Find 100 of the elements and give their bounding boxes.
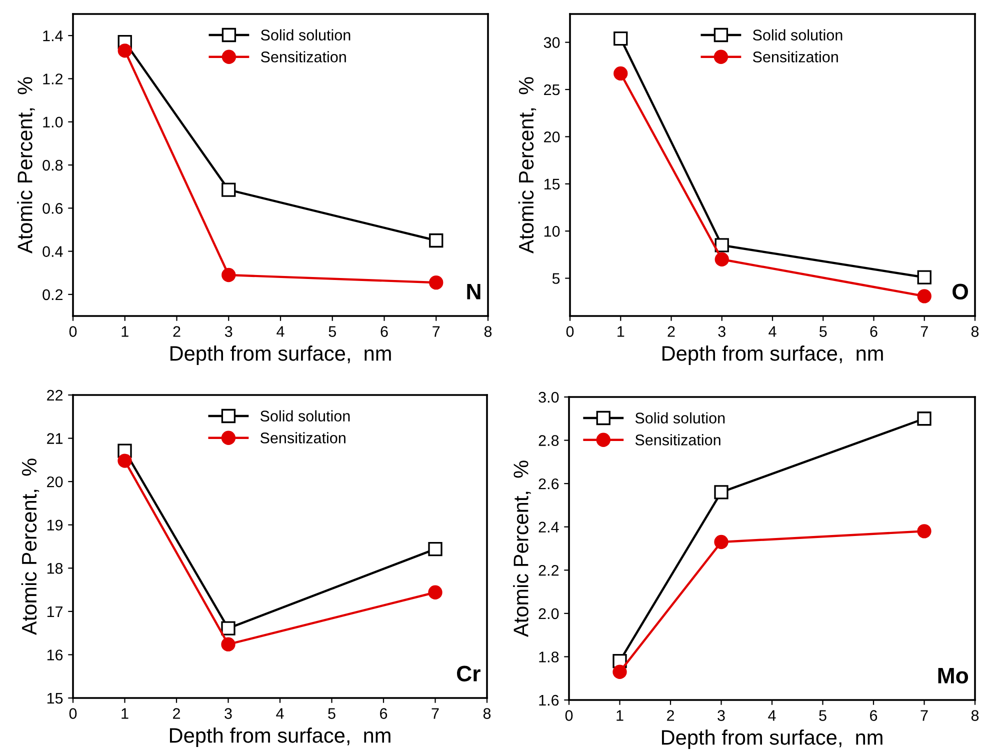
point [614, 66, 628, 81]
y-tick-label: 20 [544, 132, 560, 142]
x-tick-label: 1 [122, 326, 128, 337]
y-tick-label: 21 [47, 433, 63, 444]
point [118, 44, 132, 58]
x-tick-label: 7 [432, 708, 439, 719]
x-tick-label: 0 [69, 326, 77, 337]
y-tick-label: 2.6 [538, 478, 559, 490]
x-tick-label: 2 [173, 708, 180, 719]
y-tick-label: 15 [47, 693, 63, 704]
x-tick-label: 0 [566, 326, 574, 337]
y-tick-label: 30 [544, 37, 560, 48]
y-tick-label: 25 [544, 84, 560, 96]
point [118, 454, 132, 468]
legend-label: Solid solution [260, 29, 350, 40]
x-tick-label: 4 [768, 326, 776, 337]
point [222, 182, 236, 197]
annotation: Cr [457, 666, 480, 682]
y-tick-label: 2.8 [538, 435, 559, 446]
annotation: Mo [938, 668, 968, 684]
point [917, 270, 932, 284]
x-tick-label: 6 [380, 708, 388, 719]
legend-label: Solid solution [260, 410, 350, 422]
point [429, 233, 444, 248]
x-tick-label: 2 [173, 326, 180, 337]
x-tick-label: 8 [971, 326, 979, 337]
x-tick-label: 1 [618, 326, 624, 337]
y-tick-label: 0.6 [42, 203, 63, 214]
x-tick-label: 8 [484, 326, 492, 337]
y-axis-title: Atomic Percent, % [518, 77, 536, 254]
x-tick-label: 6 [870, 326, 878, 337]
y-tick-label: 22 [47, 390, 63, 401]
x-tick-label: 7 [920, 326, 928, 337]
point [221, 637, 236, 652]
y-tick-label: 16 [47, 650, 63, 660]
x-tick-label: 5 [328, 326, 336, 337]
legend-label: Solid solution [635, 412, 725, 424]
y-tick-label: 20 [47, 476, 63, 488]
y-axis-title: Atomic Percent, % [21, 458, 40, 636]
y-tick-label: 2.4 [538, 522, 559, 532]
y-tick-label: 1.2 [43, 74, 63, 84]
x-tick-label: 1 [616, 710, 624, 721]
y-axis-title: Atomic Percent, % [17, 77, 35, 254]
x-tick-label: 7 [920, 710, 928, 721]
x-tick-label: 5 [328, 708, 336, 719]
y-tick-label: 1.8 [539, 652, 559, 662]
y-tick-label: 1.0 [43, 116, 63, 128]
y-tick-label: 0.2 [42, 289, 63, 300]
point [714, 238, 729, 252]
x-tick-label: 3 [224, 708, 232, 719]
x-tick-label: 2 [667, 710, 674, 721]
x-axis-title: Depth from surface, nm [662, 730, 882, 749]
y-tick-label: 1.4 [43, 30, 63, 42]
point [714, 534, 728, 550]
legend-label: Sensitization [260, 432, 346, 444]
point [917, 524, 932, 538]
point [714, 485, 728, 500]
point [612, 664, 627, 679]
x-tick-label: 3 [718, 710, 725, 721]
legend-label: Sensitization [260, 51, 346, 62]
point [614, 31, 628, 46]
x-tick-label: 8 [971, 710, 979, 721]
x-axis-title: Depth from surface, nm [662, 346, 883, 365]
y-tick-label: 19 [47, 520, 63, 531]
x-tick-label: 3 [224, 326, 232, 337]
x-tick-label: 6 [870, 710, 878, 721]
point [428, 542, 442, 556]
x-tick-label: 5 [819, 710, 826, 721]
y-tick-label: 17 [47, 606, 63, 617]
x-axis-title: Depth from surface, nm [170, 346, 391, 365]
y-tick-label: 0.4 [42, 246, 63, 257]
point [714, 252, 729, 266]
legend-label: Solid solution [752, 29, 842, 40]
legend-label: Sensitization [635, 434, 720, 446]
y-tick-label: 0.8 [42, 160, 63, 171]
y-tick-label: 18 [47, 563, 63, 574]
annotation: N [467, 284, 480, 300]
y-tick-label: 10 [544, 226, 560, 237]
legend-label: Sensitization [752, 51, 838, 62]
y-tick-label: 1.6 [539, 694, 559, 706]
x-tick-label: 8 [483, 708, 491, 719]
x-tick-label: 1 [122, 708, 128, 719]
x-tick-label: 5 [819, 326, 827, 337]
y-tick-label: 5 [552, 273, 560, 284]
point [917, 289, 932, 304]
y-tick-label: 3.0 [538, 392, 559, 403]
x-tick-label: 4 [768, 710, 776, 721]
x-tick-label: 2 [668, 326, 675, 337]
point [428, 585, 442, 600]
x-tick-label: 4 [276, 326, 284, 337]
x-tick-label: 4 [276, 708, 284, 719]
x-tick-label: 0 [565, 710, 573, 721]
x-tick-label: 0 [69, 708, 77, 719]
point [222, 268, 236, 282]
annotation: O [952, 284, 968, 300]
x-tick-label: 3 [718, 326, 726, 337]
point [917, 412, 932, 426]
x-tick-label: 6 [380, 326, 388, 337]
point [429, 275, 444, 290]
point [221, 621, 236, 636]
